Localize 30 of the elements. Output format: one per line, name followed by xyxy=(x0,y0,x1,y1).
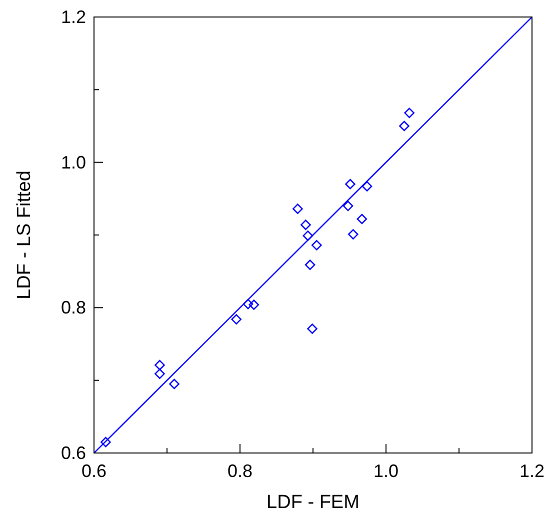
y-tick-label: 0.8 xyxy=(60,298,86,318)
point xyxy=(154,368,165,379)
point xyxy=(231,314,242,324)
point xyxy=(248,300,260,310)
point xyxy=(362,181,372,192)
point xyxy=(292,204,303,214)
point xyxy=(342,200,354,212)
y-axis-title: LDF - LS Fitted xyxy=(14,170,35,300)
point xyxy=(345,178,356,190)
point xyxy=(307,324,318,334)
x-tick-label: 1.0 xyxy=(373,461,399,481)
x-tick-label: 0.6 xyxy=(81,461,107,481)
point xyxy=(356,214,368,224)
point xyxy=(100,436,111,448)
point xyxy=(312,240,322,250)
point xyxy=(399,120,410,132)
x-axis-title: LDF - FEM xyxy=(266,492,360,513)
point xyxy=(304,260,316,270)
point xyxy=(300,220,311,230)
x-tick-label: 0.8 xyxy=(227,461,253,481)
y-tick-label: 0.6 xyxy=(60,443,86,463)
point xyxy=(302,230,314,241)
y-tick-label: 1.0 xyxy=(60,152,86,172)
point xyxy=(154,360,165,370)
point xyxy=(348,229,358,240)
point xyxy=(404,108,415,118)
x-tick-label: 1.2 xyxy=(519,461,545,481)
point xyxy=(169,378,180,390)
point xyxy=(242,298,254,310)
y-tick-label: 1.2 xyxy=(60,7,86,27)
